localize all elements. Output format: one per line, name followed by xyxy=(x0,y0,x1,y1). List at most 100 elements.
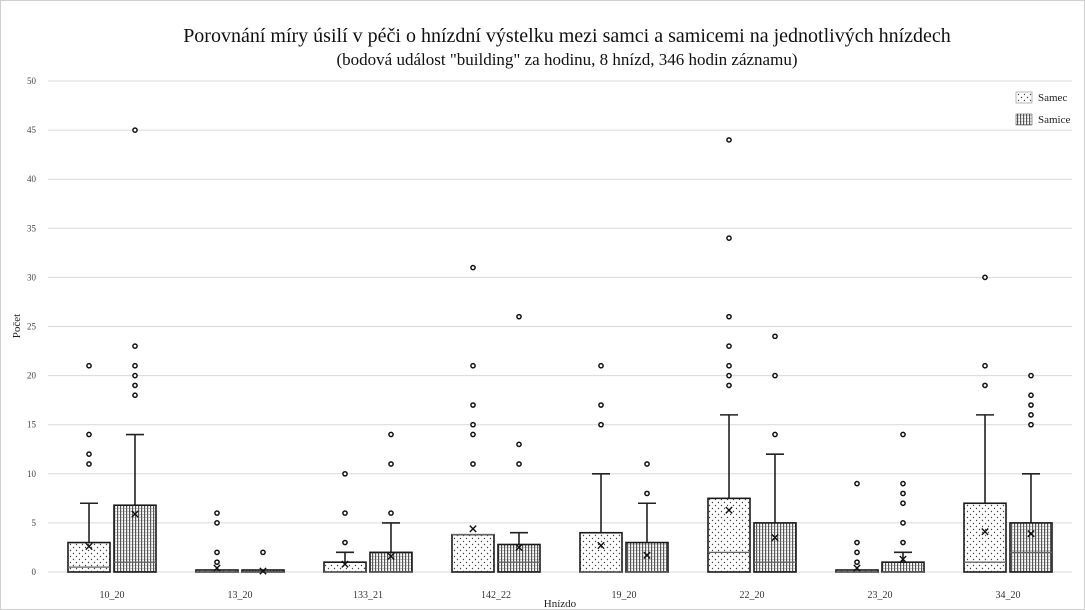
x-tick-label: 142_22 xyxy=(481,590,511,601)
outlier-point xyxy=(854,539,860,546)
outlier-point xyxy=(214,559,220,566)
outlier-point xyxy=(1028,392,1034,399)
outlier-point xyxy=(470,461,476,467)
chart-subtitle: (bodová událost "building" za hodinu, 8 … xyxy=(337,50,798,69)
box-samec-19_20 xyxy=(579,362,623,573)
mean-marker xyxy=(1027,530,1035,538)
x-tick-label: 34_20 xyxy=(996,590,1021,601)
y-axis-label: Počet xyxy=(11,314,23,338)
box-samice-13_20 xyxy=(241,549,285,575)
outlier-point xyxy=(214,520,220,526)
outlier-point xyxy=(516,313,522,320)
mean-marker xyxy=(341,560,349,568)
outlier-point xyxy=(644,461,650,467)
outlier-point xyxy=(726,343,732,349)
box-samice-133_21 xyxy=(369,431,413,573)
outlier-point xyxy=(726,313,732,320)
box-body xyxy=(1009,522,1053,573)
outlier-point xyxy=(598,421,604,428)
box-samice-23_20 xyxy=(881,431,925,573)
outlier-point xyxy=(1028,412,1034,418)
outlier-point xyxy=(86,362,92,369)
outlier-point xyxy=(132,362,138,369)
mean-marker xyxy=(853,564,861,572)
outlier-point xyxy=(342,470,348,477)
outlier-point xyxy=(900,490,906,497)
outlier-point xyxy=(470,402,476,408)
mean-marker xyxy=(515,543,523,552)
outlier-point xyxy=(772,372,778,379)
outlier-point xyxy=(598,402,604,408)
x-axis-ticks: 10_20 13_20 133_21 142_22 19_20 22_20 23_20 34_… xyxy=(100,590,1021,601)
mean-marker xyxy=(213,564,221,572)
x-tick-label: 22_20 xyxy=(740,590,765,601)
box-samec-10_20 xyxy=(67,362,111,573)
outlier-point xyxy=(1028,421,1034,428)
outlier-point xyxy=(982,362,988,369)
outlier-point xyxy=(388,431,394,438)
mean-marker xyxy=(643,551,651,560)
box-samice-34_20 xyxy=(1009,372,1053,573)
y-tick-label: 10 xyxy=(27,469,37,479)
y-tick-label: 20 xyxy=(27,371,37,381)
box-samice-142_22 xyxy=(497,313,541,573)
box-body xyxy=(113,504,157,573)
outlier-point xyxy=(470,362,476,369)
mean-marker xyxy=(771,533,779,542)
y-tick-label: 15 xyxy=(27,420,37,430)
outlier-point xyxy=(132,392,138,399)
box-samec-22_20 xyxy=(707,137,751,573)
x-tick-label: 23_20 xyxy=(868,590,893,601)
mean-marker xyxy=(85,542,93,551)
legend-label-samice: Samice xyxy=(1038,114,1070,126)
outlier-point xyxy=(342,510,348,516)
x-tick-label: 13_20 xyxy=(228,590,253,601)
outlier-point xyxy=(1028,402,1034,408)
outlier-point xyxy=(516,441,522,448)
x-tick-label: 10_20 xyxy=(100,590,125,601)
box-body xyxy=(963,502,1007,573)
outlier-point xyxy=(726,235,732,241)
box-samice-10_20 xyxy=(113,127,157,573)
outlier-point xyxy=(132,372,138,379)
outlier-point xyxy=(214,510,220,516)
outlier-point xyxy=(900,500,906,507)
outlier-point xyxy=(854,559,860,566)
outlier-point xyxy=(900,520,906,526)
y-tick-label: 40 xyxy=(27,174,37,184)
outlier-point xyxy=(644,490,650,497)
outlier-point xyxy=(214,549,220,556)
mean-marker xyxy=(469,525,477,533)
outlier-point xyxy=(772,431,778,438)
box-samec-142_22 xyxy=(451,264,495,573)
box-samec-23_20 xyxy=(835,480,879,573)
outlier-point xyxy=(388,461,394,467)
boxes xyxy=(67,127,1053,575)
outlier-point xyxy=(470,264,476,271)
mean-marker xyxy=(899,555,907,563)
chart-title: Porovnání míry úsilí v péči o hnízdní vý… xyxy=(183,25,951,47)
box-body xyxy=(497,543,541,573)
mean-marker xyxy=(981,528,989,536)
box-samice-22_20 xyxy=(753,333,797,573)
y-axis-ticks: 0 5 10 15 20 25 30 35 40 45 50 xyxy=(27,76,37,577)
outlier-point xyxy=(86,431,92,438)
legend: Samec Samice xyxy=(1015,91,1070,126)
outlier-point xyxy=(470,421,476,428)
outlier-point xyxy=(260,549,266,556)
outlier-point xyxy=(516,461,522,467)
box-body xyxy=(753,522,797,573)
outlier-point xyxy=(900,431,906,438)
outlier-point xyxy=(470,431,476,438)
x-tick-label: 133_21 xyxy=(353,590,383,601)
box-samec-34_20 xyxy=(963,274,1007,573)
outlier-point xyxy=(982,382,988,389)
outlier-point xyxy=(900,539,906,546)
outlier-point xyxy=(726,137,732,143)
outlier-point xyxy=(598,362,604,369)
outlier-point xyxy=(726,382,732,389)
outlier-point xyxy=(86,461,92,467)
outlier-point xyxy=(1028,372,1034,379)
legend-swatch-samice xyxy=(1015,113,1033,126)
